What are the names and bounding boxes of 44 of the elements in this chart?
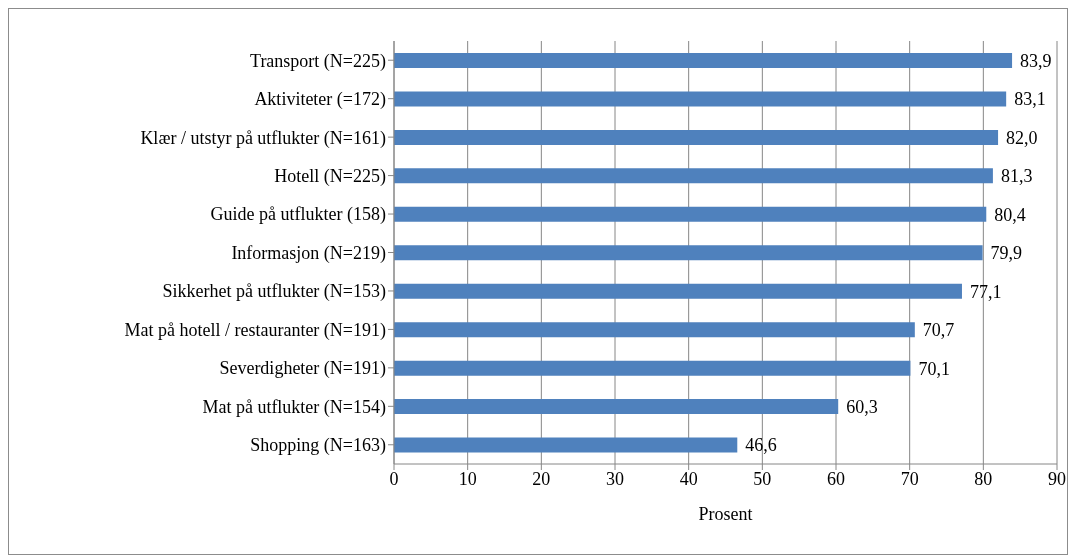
- y-tick-label: Severdigheter (N=191): [219, 358, 386, 380]
- y-tick-label: Guide på utflukter (158): [210, 204, 386, 226]
- data-label: 83,1: [1014, 89, 1046, 110]
- bar: [394, 399, 839, 415]
- data-label: 83,9: [1020, 50, 1052, 71]
- y-tick-label: Sikkerhet på utflukter (N=153): [162, 281, 387, 303]
- bar: [394, 91, 1007, 107]
- y-tick-label: Transport (N=225): [250, 50, 387, 72]
- y-tick-label: Informasjon (N=219): [231, 242, 386, 264]
- bar: [394, 360, 911, 376]
- y-tick-label: Mat på utflukter (N=154): [202, 396, 386, 418]
- y-tick-label: Klær / utstyr på utflukter (N=161): [140, 127, 386, 149]
- y-tick-label: Mat på hotell / restauranter (N=191): [124, 319, 387, 341]
- bar: [394, 206, 987, 222]
- x-tick-label: 70: [900, 468, 919, 489]
- x-tick-label: 10: [458, 468, 477, 489]
- data-label: 70,1: [918, 358, 950, 379]
- bar: [394, 245, 983, 261]
- data-label: 81,3: [1000, 166, 1033, 187]
- data-label: 77,1: [969, 281, 1002, 302]
- x-tick-label: 40: [679, 468, 698, 489]
- data-label: 79,9: [990, 243, 1023, 264]
- y-tick-label: Shopping (N=163): [250, 435, 386, 457]
- x-tick-label: 90: [1048, 468, 1066, 489]
- bar: [394, 129, 999, 145]
- x-tick-label: 0: [389, 468, 399, 489]
- y-tick-label: Hotell (N=225): [274, 165, 386, 187]
- data-label: 70,7: [922, 320, 955, 341]
- data-label: 46,6: [745, 435, 777, 456]
- x-tick-label: 50: [753, 468, 772, 489]
- bar: [394, 283, 962, 299]
- x-tick-label: 60: [827, 468, 845, 489]
- x-axis-title: Prosent: [698, 504, 753, 524]
- y-tick-label: Aktiviteter (=172): [254, 89, 386, 111]
- x-tick-label: 30: [606, 468, 624, 489]
- data-label: 80,4: [994, 204, 1026, 225]
- bar: [394, 437, 738, 453]
- x-tick-label: 80: [974, 468, 993, 489]
- data-label: 82,0: [1006, 127, 1038, 148]
- data-label: 60,3: [846, 396, 878, 417]
- x-tick-label: 20: [532, 468, 551, 489]
- bar: [394, 168, 993, 184]
- bar: [394, 322, 915, 338]
- bar: [394, 53, 1013, 68]
